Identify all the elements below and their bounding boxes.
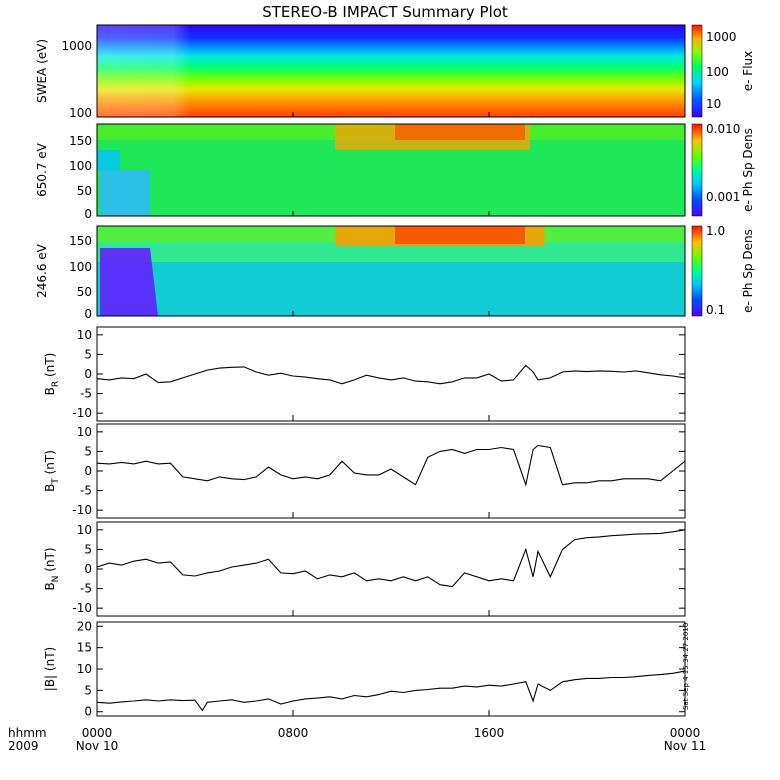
line-panel-bmag-series bbox=[96, 670, 686, 712]
line-panel-bn-ytick-2: 0 bbox=[84, 562, 92, 576]
line-panel-bmag-ytick-0: 0 bbox=[84, 705, 92, 719]
line-panel-bn-frame bbox=[96, 521, 686, 617]
line-panel-bt: -10 -5 0 5 10 BT (nT) bbox=[43, 423, 686, 519]
line-panel-br-series bbox=[96, 364, 686, 385]
x-row-label-time: hhmm bbox=[8, 726, 47, 740]
line-panel-bn: -10 -5 0 5 10 BN (nT) bbox=[43, 521, 686, 617]
pad-246-colorbar bbox=[691, 225, 703, 317]
pad-650-ylabel: 650.7 eV bbox=[35, 142, 49, 197]
x-tick-date-0: Nov 10 bbox=[76, 739, 119, 753]
pad-650-cbar-tick-low: 0.001 bbox=[706, 190, 740, 204]
swea-cbar-tick-1000: 1000 bbox=[706, 30, 737, 44]
swea-ytick-1000: 1000 bbox=[61, 39, 92, 53]
line-panel-bt-ytick-2: 0 bbox=[84, 464, 92, 478]
swea-cbar-tick-10: 10 bbox=[706, 97, 721, 111]
line-panel-br-ytick-1: -5 bbox=[80, 387, 92, 401]
line-panel-bn-series bbox=[96, 529, 686, 588]
swea-ytick-100: 100 bbox=[69, 106, 92, 120]
pad-650-cbar-tick-high: 0.010 bbox=[706, 122, 740, 136]
pad-650-ytick-0: 0 bbox=[84, 207, 92, 221]
pad-246-hot-core bbox=[395, 226, 525, 244]
pad-246-ytick-100: 100 bbox=[69, 260, 92, 274]
swea-ylabel: SWEA (eV) bbox=[35, 39, 49, 103]
pad-650-lowpatch bbox=[100, 170, 150, 216]
pad-650-colorbar bbox=[691, 123, 703, 217]
line-panel-br-ytick-3: 5 bbox=[84, 347, 92, 361]
swea-colorbar bbox=[691, 24, 703, 118]
line-panel-bt-frame bbox=[96, 423, 686, 519]
line-panel-bmag-ytick-2: 10 bbox=[77, 662, 92, 676]
pad-650-ytick-100: 100 bbox=[69, 159, 92, 173]
timestamp-stamp: Sat Sep 4 15:34:27 2010 bbox=[682, 623, 690, 710]
swea-cbar-label: e- Flux bbox=[741, 51, 755, 91]
pad-650-panel: 150 100 50 0 650.7 eV 0.010 0.001 e- Ph … bbox=[35, 122, 755, 221]
pad-246-purple-patch bbox=[100, 248, 158, 316]
x-tick-time-0: 0000 bbox=[82, 726, 113, 740]
pad-246-frame bbox=[96, 225, 686, 317]
line-panel-bmag: 0 5 10 15 20 |B| (nT) bbox=[43, 619, 686, 719]
line-panel-bn-ytick-3: 5 bbox=[84, 542, 92, 556]
line-panel-br: -10 -5 0 5 10 BR (nT) bbox=[43, 326, 686, 422]
x-tick-time-3: 0000 bbox=[670, 726, 701, 740]
pad-246-ylabel: 246.6 eV bbox=[35, 243, 49, 298]
pad-246-panel: 150 100 50 0 246.6 eV 1.0 0.1 e- Ph Sp D… bbox=[35, 224, 755, 321]
line-panel-bt-ytick-3: 5 bbox=[84, 444, 92, 458]
swea-frame bbox=[96, 24, 686, 118]
line-panel-br-ytick-4: 10 bbox=[77, 328, 92, 342]
line-panel-bt-series bbox=[96, 444, 686, 487]
chart-title: STEREO-B IMPACT Summary Plot bbox=[262, 3, 508, 21]
pad-246-cbar-tick-high: 1.0 bbox=[706, 224, 725, 238]
pad-650-ytick-150: 150 bbox=[69, 134, 92, 148]
pad-650-hot-core bbox=[395, 124, 525, 140]
x-tick-date-3: Nov 11 bbox=[664, 739, 707, 753]
x-tick-time-2: 1600 bbox=[474, 726, 505, 740]
pad-246-lower-band bbox=[97, 262, 685, 316]
line-panel-bmag-frame bbox=[96, 621, 686, 717]
swea-spectrogram-shade bbox=[97, 25, 685, 117]
pad-246-cbar-label: e- Ph Sp Dens bbox=[741, 229, 755, 313]
line-panel-bmag-ytick-4: 20 bbox=[77, 619, 92, 633]
pad-650-cbar-label: e- Ph Sp Dens bbox=[741, 128, 755, 212]
line-panel-bmag-ylabel: |B| (nT) bbox=[43, 647, 57, 691]
line-panel-br-ylabel: BR (nT) bbox=[43, 353, 61, 396]
pad-246-cbar-tick-low: 0.1 bbox=[706, 303, 725, 317]
line-panel-bmag-ytick-3: 15 bbox=[77, 641, 92, 655]
pad-246-ytick-50: 50 bbox=[77, 285, 92, 299]
line-panel-bt-ylabel: BT (nT) bbox=[43, 450, 61, 492]
line-panel-br-frame bbox=[96, 326, 686, 422]
line-panel-bt-ytick-0: -10 bbox=[72, 503, 92, 517]
pad-246-ytick-0: 0 bbox=[84, 307, 92, 321]
x-row-label-year: 2009 bbox=[8, 739, 39, 753]
line-panel-bmag-ytick-1: 5 bbox=[84, 683, 92, 697]
swea-cbar-tick-100: 100 bbox=[706, 65, 729, 79]
line-panel-bn-ylabel: BN (nT) bbox=[43, 547, 61, 590]
pad-650-frame bbox=[96, 123, 686, 217]
pad-650-blue-patch bbox=[97, 150, 120, 170]
line-panel-bn-ytick-4: 10 bbox=[77, 523, 92, 537]
line-panel-bn-ytick-0: -10 bbox=[72, 601, 92, 615]
x-tick-time-1: 0800 bbox=[278, 726, 309, 740]
line-panel-bt-ytick-4: 10 bbox=[77, 425, 92, 439]
line-panel-br-ytick-2: 0 bbox=[84, 367, 92, 381]
pad-246-ytick-150: 150 bbox=[69, 234, 92, 248]
line-panel-br-ytick-0: -10 bbox=[72, 406, 92, 420]
line-panel-bn-ytick-1: -5 bbox=[80, 582, 92, 596]
magnetic-field-panels: -10 -5 0 5 10 BR (nT) -10 -5 0 5 10 BT (nT) -10 -5 0 5 1… bbox=[43, 112, 686, 719]
pad-650-ytick-50: 50 bbox=[77, 184, 92, 198]
swea-panel: 1000 100 SWEA (eV) 1000 100 10 e- Flux bbox=[35, 24, 755, 120]
line-panel-bt-ytick-1: -5 bbox=[80, 484, 92, 498]
